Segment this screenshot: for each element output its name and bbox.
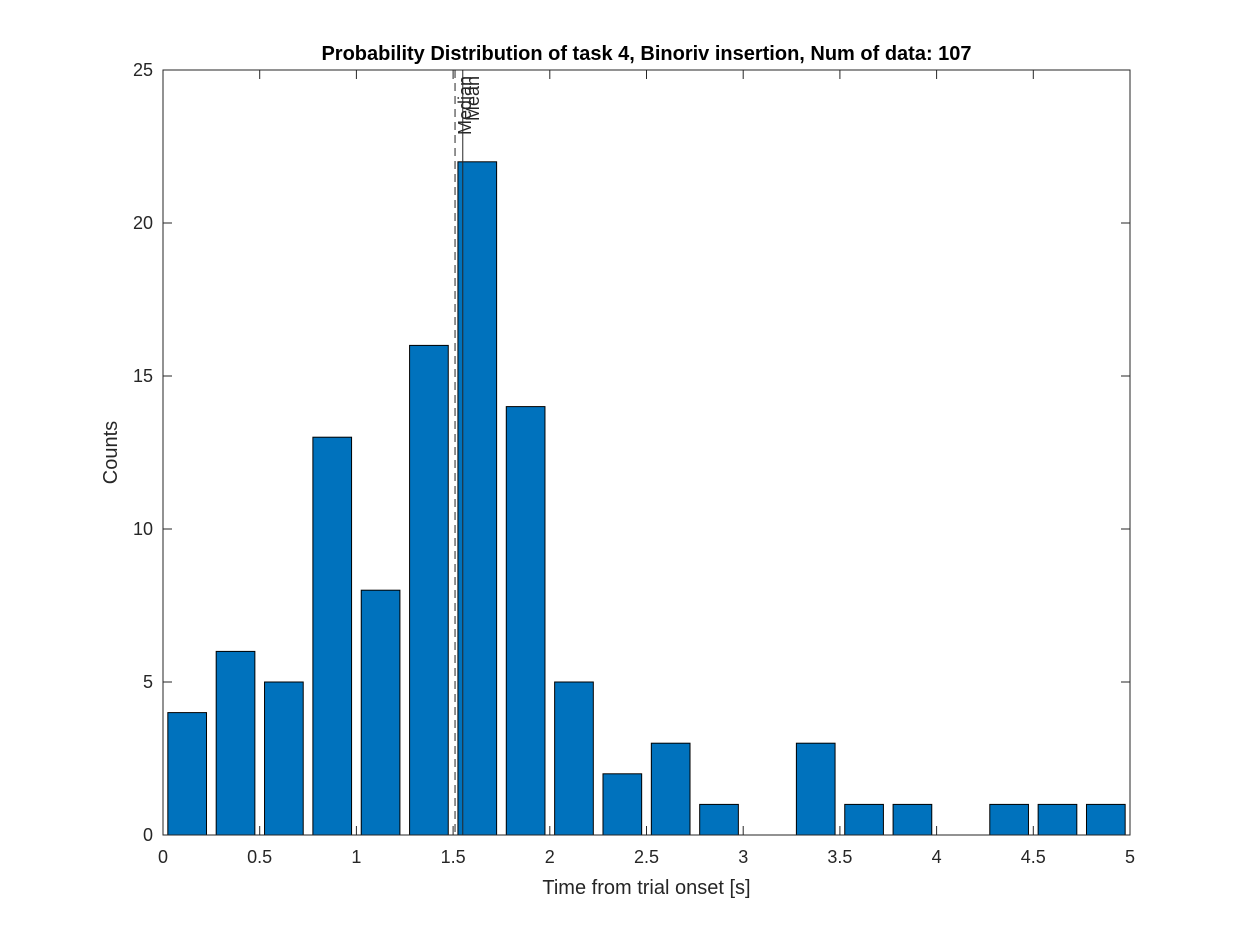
x-tick-label: 1.5	[441, 847, 466, 867]
histogram-bar	[457, 161, 498, 836]
histogram-bar	[699, 803, 739, 836]
x-axis-label: Time from trial onset [s]	[542, 877, 750, 899]
x-tick-label: 0	[158, 847, 168, 867]
histogram-bar	[554, 681, 594, 836]
histogram-bar	[892, 803, 933, 836]
x-tick-label: 2	[545, 847, 555, 867]
histogram-bar	[409, 344, 449, 836]
histogram-bar	[795, 742, 836, 836]
axes-box	[162, 69, 1131, 836]
x-tick-label: 4	[932, 847, 942, 867]
histogram-bar	[360, 589, 401, 836]
mean-label: Mean	[463, 76, 483, 121]
histogram-bar	[167, 712, 208, 836]
y-tick-label: 25	[133, 60, 153, 80]
x-tick-label: 3	[738, 847, 748, 867]
histogram-bar	[844, 803, 884, 836]
y-tick-label: 0	[143, 825, 153, 845]
histogram-bar	[650, 742, 691, 836]
bars-group	[167, 161, 1126, 836]
y-tick-label: 15	[133, 366, 153, 386]
y-tick-label: 5	[143, 672, 153, 692]
y-tick-label: 20	[133, 213, 153, 233]
histogram-bar	[602, 773, 643, 836]
x-tick-label: 0.5	[247, 847, 272, 867]
x-tick-label: 2.5	[634, 847, 659, 867]
histogram-bar	[505, 406, 546, 836]
histogram-bar	[215, 650, 256, 836]
x-tick-label: 5	[1125, 847, 1135, 867]
y-axis-ticks: 0 5 10 15 20 25	[133, 60, 1130, 845]
x-tick-label: 1	[351, 847, 361, 867]
histogram-bar	[1085, 803, 1126, 836]
x-axis-ticks: 0 0.5 1 1.5 2 2.5 3 3.5 4 4.5 5	[158, 70, 1135, 867]
x-tick-label: 4.5	[1021, 847, 1046, 867]
histogram-bar	[989, 803, 1029, 836]
histogram-bar	[264, 681, 304, 836]
histogram-bar	[312, 436, 353, 836]
y-axis-label: Counts	[100, 421, 122, 484]
histogram-bar	[1037, 803, 1078, 836]
y-tick-label: 10	[133, 519, 153, 539]
x-tick-label: 3.5	[827, 847, 852, 867]
median-label: Median	[455, 76, 475, 135]
chart-title: Probability Distribution of task 4, Bino…	[321, 43, 971, 65]
